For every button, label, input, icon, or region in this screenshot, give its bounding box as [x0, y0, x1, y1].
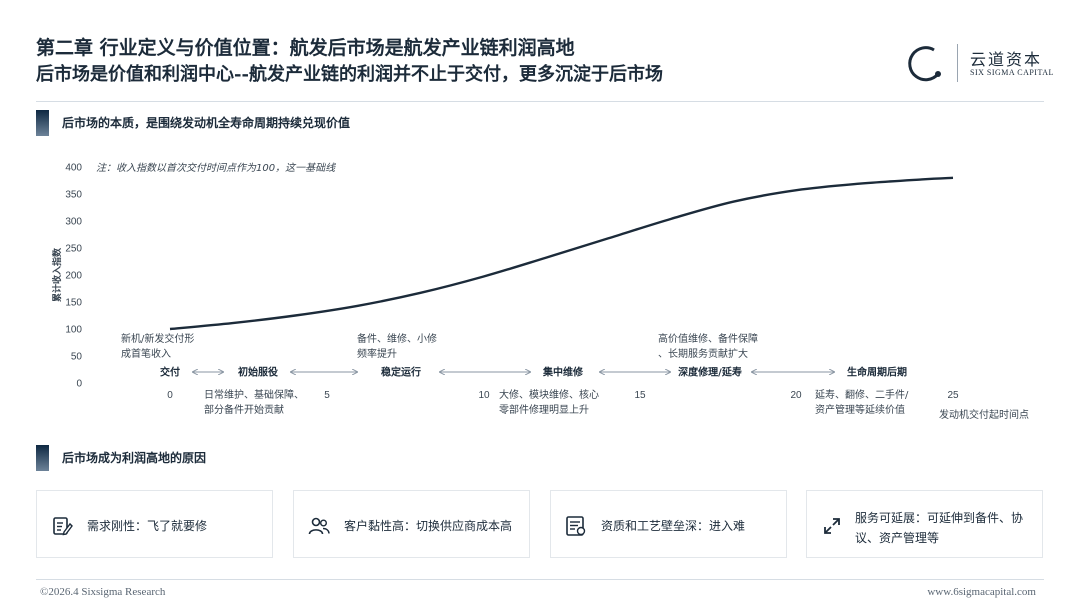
- logo-text-en: SIX SIGMA CAPITAL: [970, 68, 1054, 77]
- y-tick-label: 150: [65, 298, 82, 309]
- x-tick-label: 5: [324, 390, 330, 401]
- reason-text: 客户黏性高：切换供应商成本高: [344, 519, 513, 533]
- x-tick-label: 0: [167, 390, 173, 401]
- reason-text: 服务可延展：可延伸到备件、协议、资产管理等: [855, 511, 1024, 545]
- y-tick-label: 50: [71, 352, 83, 363]
- phase-label: 集中维修: [542, 366, 584, 379]
- section-title: 后市场成为利润高地的原因: [62, 451, 207, 465]
- annotation-below: 大修、模块维修、核心零部件修理明显上升: [499, 388, 599, 416]
- annotation-above: 备件、维修、小修频率提升: [357, 332, 437, 360]
- section-marker: [36, 110, 49, 136]
- phase-label: 深度修理/延寿: [678, 366, 742, 379]
- annotation-above: 高价值维修、备件保障、长期服务贡献扩大: [658, 332, 758, 360]
- y-tick-label: 250: [65, 244, 82, 255]
- logo-divider: [957, 44, 958, 82]
- y-tick-label: 350: [65, 190, 82, 201]
- certificate-list-icon: [566, 516, 586, 536]
- annotation-below: 日常维护、基础保障、部分备件开始贡献: [204, 388, 304, 416]
- header-divider: [36, 101, 1044, 102]
- y-tick-label: 100: [65, 325, 82, 336]
- phase-label: 交付: [160, 366, 180, 379]
- x-tick-label: 15: [634, 390, 646, 401]
- y-tick-label: 200: [65, 271, 82, 282]
- clipboard-edit-icon: [53, 517, 73, 536]
- annotation-above: 新机/新发交付形成首笔收入: [121, 332, 194, 360]
- phase-label: 初始服役: [238, 366, 279, 379]
- x-tick-label: 20: [790, 390, 802, 401]
- phase-label: 生命周期后期: [847, 366, 907, 379]
- footer-copyright: ©2026.4 Sixsigma Research: [40, 586, 166, 598]
- reason-card-barriers: 资质和工艺壁垒深：进入难: [550, 490, 787, 558]
- x-axis-label: 发动机交付起时间点: [939, 408, 1029, 421]
- y-tick-label: 400: [65, 163, 82, 174]
- y-tick-label: 0: [76, 379, 82, 390]
- chart-note: 注：收入指数以首次交付时间点作为100，这一基础线: [96, 162, 336, 174]
- logo-text-cn: 云道资本: [970, 50, 1043, 69]
- footer-website: www.6sigmacapital.com: [927, 586, 1036, 598]
- expand-arrows-icon: [824, 518, 840, 534]
- series-line: [169, 176, 954, 331]
- y-tick-label: 300: [65, 217, 82, 228]
- lifecycle-revenue-chart: 注：收入指数以首次交付时间点作为100，这一基础线050100150200250…: [51, 162, 1029, 421]
- page-subtitle: 后市场是价值和利润中心--航发产业链的利润并不止于交付，更多沉淀于后市场: [36, 64, 663, 85]
- reason-card-extensibility: 服务可延展：可延伸到备件、协议、资产管理等: [806, 490, 1043, 558]
- section-marker: [36, 445, 49, 471]
- reason-card-stickiness: 客户黏性高：切换供应商成本高: [293, 490, 530, 558]
- footer-divider: [36, 579, 1044, 580]
- x-tick-label: 25: [947, 390, 959, 401]
- y-axis-label: 累计收入指数: [51, 247, 63, 302]
- reason-card-demand: 需求刚性：飞了就要修: [36, 490, 273, 558]
- reason-text: 需求刚性：飞了就要修: [87, 519, 208, 533]
- annotation-below: 延寿、翻修、二手件/资产管理等延续价值: [815, 388, 909, 416]
- company-logo: 云道资本 SIX SIGMA CAPITAL: [900, 40, 1060, 88]
- reason-text: 资质和工艺壁垒深：进入难: [601, 519, 746, 533]
- users-icon: [308, 517, 330, 535]
- phase-label: 稳定运行: [381, 366, 421, 379]
- x-tick-label: 10: [478, 390, 490, 401]
- logo-mark-icon: [908, 46, 941, 82]
- page-title: 第二章 行业定义与价值位置：航发后市场是航发产业链利润高地: [36, 37, 575, 59]
- section-title: 后市场的本质，是围绕发动机全寿命周期持续兑现价值: [62, 116, 351, 130]
